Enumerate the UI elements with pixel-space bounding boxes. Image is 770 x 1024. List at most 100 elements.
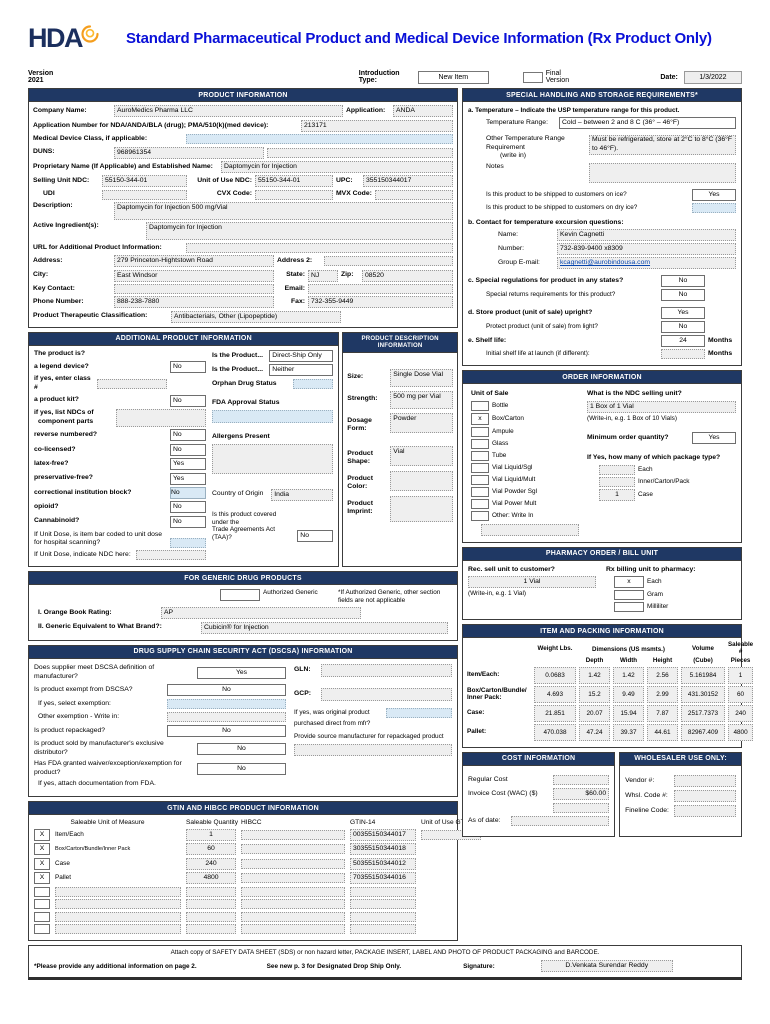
fda-approval-field[interactable] xyxy=(212,410,334,424)
proprietary-name-field[interactable]: Daptomycin for Injection xyxy=(221,160,453,173)
product-color-field[interactable] xyxy=(390,470,453,491)
unit-other-writein-field[interactable] xyxy=(481,523,579,536)
packing-width[interactable]: 39.37 xyxy=(613,723,644,741)
list-ndcs-field[interactable] xyxy=(116,409,206,428)
vendor-field[interactable] xyxy=(674,775,736,788)
cost-extra-field[interactable] xyxy=(553,803,610,814)
packing-pieces[interactable]: 60 xyxy=(728,685,754,703)
description-field[interactable]: Daptomycin for Injection 500 mg/Vial xyxy=(114,202,453,221)
d2-box[interactable]: No xyxy=(661,321,705,334)
gtin-row-gtin[interactable]: 00355150344017 xyxy=(350,828,416,841)
unit-check-other[interactable] xyxy=(471,510,489,521)
cannabinoid-box[interactable]: No xyxy=(170,515,206,528)
unit-check-vial-powder-sgl[interactable] xyxy=(471,486,489,497)
gtin-row-check[interactable]: X xyxy=(34,872,50,885)
gtin-empty-qty[interactable] xyxy=(186,924,236,935)
gtin-row-gtin[interactable]: 50355150344012 xyxy=(350,857,416,870)
gtin-row-hibcc[interactable] xyxy=(241,844,345,855)
gtin-empty-hibcc[interactable] xyxy=(241,899,345,910)
product-kit-box[interactable]: No xyxy=(170,394,206,407)
regular-cost-field[interactable] xyxy=(553,775,610,786)
therapeutic-field[interactable]: Antibacterials, Other (Lipopeptide) xyxy=(171,310,341,323)
authorized-generic-checkbox[interactable] xyxy=(220,589,260,602)
gtin-empty-gtin[interactable] xyxy=(350,899,416,910)
dscsa-q3-field[interactable] xyxy=(167,699,286,710)
packing-height[interactable]: 7.87 xyxy=(647,704,678,722)
d-box[interactable]: Yes xyxy=(661,307,705,320)
reverse-numbered-box[interactable]: No xyxy=(170,429,206,442)
dscsa-q1-box[interactable]: Yes xyxy=(197,666,286,679)
dscsa-q5-box[interactable]: No xyxy=(167,725,286,738)
packing-height[interactable]: 2.56 xyxy=(647,666,678,684)
packing-pieces[interactable]: 1 xyxy=(728,666,754,684)
dscsa-q4-field[interactable] xyxy=(167,712,286,723)
packing-depth[interactable]: 20.07 xyxy=(579,704,610,722)
gtin-empty-label-field[interactable] xyxy=(55,924,181,935)
unit-dose-barcode-field[interactable] xyxy=(170,537,206,548)
invoice-cost-field[interactable]: $60.00 xyxy=(553,788,610,801)
packing-weight[interactable]: 4.693 xyxy=(534,685,576,703)
gtin-row-qty[interactable]: 60 xyxy=(186,843,236,856)
selling-ndc-field[interactable]: 55150-344-01 xyxy=(102,175,187,188)
phone-field[interactable]: 888-238-7880 xyxy=(114,296,274,309)
dscsa-q6-box[interactable]: No xyxy=(197,742,286,755)
notes-field[interactable] xyxy=(589,162,736,183)
gtin-row-hibcc[interactable] xyxy=(241,829,345,840)
zip-field[interactable]: 08520 xyxy=(362,269,453,282)
email-field[interactable] xyxy=(308,283,453,294)
pkg-inner-field[interactable] xyxy=(599,476,635,487)
gtin-row-hibcc[interactable] xyxy=(241,858,345,869)
gtin-row-qty[interactable]: 1 xyxy=(186,828,236,841)
gtin-row-check[interactable]: X xyxy=(34,828,50,841)
is-product-1-box[interactable]: Direct-Ship Only xyxy=(269,350,334,363)
packing-width[interactable]: 15.94 xyxy=(613,704,644,722)
packing-pieces[interactable]: 4800 xyxy=(728,723,754,741)
gtin-row-qty[interactable]: 4800 xyxy=(186,872,236,885)
gtin-row-check[interactable]: X xyxy=(34,857,50,870)
dscsa-q2-box[interactable]: No xyxy=(167,684,286,697)
opioid-box[interactable]: No xyxy=(170,501,206,514)
packing-width[interactable]: 9.49 xyxy=(613,685,644,703)
pkg-case-field[interactable]: 1 xyxy=(599,488,635,501)
packing-pieces[interactable]: 240 xyxy=(728,704,754,722)
unit-use-ndc-field[interactable]: 55150-344-01 xyxy=(255,175,333,188)
c-box[interactable]: No xyxy=(661,275,705,288)
upc-field[interactable]: 355150344017 xyxy=(363,175,453,188)
state-field[interactable]: NJ xyxy=(308,269,338,282)
gtin-empty-gtin[interactable] xyxy=(350,911,416,922)
gtin-empty-hibcc[interactable] xyxy=(241,886,345,897)
application-field[interactable]: ANDA xyxy=(393,105,453,118)
taa-box[interactable]: No xyxy=(297,529,334,542)
packing-volume[interactable]: 431.30152 xyxy=(681,685,725,703)
whsl-code-field[interactable] xyxy=(674,790,736,803)
bill-check-each[interactable]: x xyxy=(614,576,644,589)
e-box[interactable]: 24 xyxy=(661,335,705,348)
gtin-row-gtin[interactable]: 70355150344016 xyxy=(350,872,416,885)
gtin-empty-hibcc[interactable] xyxy=(241,924,345,935)
final-version-checkbox[interactable] xyxy=(522,71,543,83)
preservative-free-box[interactable]: Yes xyxy=(170,472,206,485)
address-field[interactable]: 279 Princeton-Hightstown Road xyxy=(114,255,274,268)
fineline-field[interactable] xyxy=(674,805,736,818)
gcp-field[interactable] xyxy=(321,688,452,702)
legend-device-box[interactable]: No xyxy=(170,360,206,373)
bill-check-milliliter[interactable] xyxy=(614,602,644,613)
unit-check-bottle[interactable] xyxy=(471,400,489,411)
signature-field[interactable]: D.Venkata Surendar Reddy xyxy=(540,960,673,973)
size-field[interactable]: Single Dose Vial xyxy=(390,368,453,387)
packing-height[interactable]: 2.99 xyxy=(647,685,678,703)
orange-book-field[interactable]: AP xyxy=(161,607,361,620)
gtin-empty-check[interactable] xyxy=(34,886,50,897)
gtin-empty-gtin[interactable] xyxy=(350,886,416,897)
ship-dry-ice-field[interactable] xyxy=(692,202,736,213)
duns-field[interactable]: 968961354 xyxy=(114,146,264,159)
app-number-field[interactable]: 213171 xyxy=(301,119,453,132)
ship-ice-box[interactable]: Yes xyxy=(692,188,736,201)
key-contact-field[interactable] xyxy=(114,283,274,294)
purchased-direct-field[interactable] xyxy=(386,708,452,719)
packing-weight[interactable]: 470.038 xyxy=(534,723,576,741)
enter-class-field[interactable] xyxy=(97,378,167,389)
packing-weight[interactable]: 0.0683 xyxy=(534,666,576,684)
unit-check-tube[interactable] xyxy=(471,450,489,461)
unit-check-box-carton[interactable]: x xyxy=(471,412,489,425)
